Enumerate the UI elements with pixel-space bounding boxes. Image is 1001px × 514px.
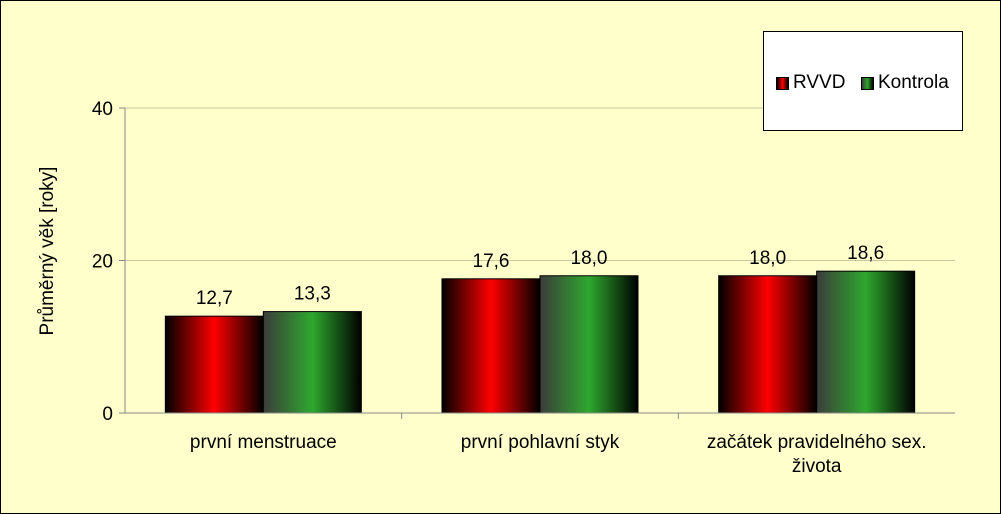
legend-item-rvvd: RVVD [776,72,845,94]
data-label: 12,7 [196,288,233,309]
legend-label-rvvd: RVVD [793,72,846,93]
data-label: 13,3 [294,284,331,305]
bar-rvvd [164,315,264,414]
y-tick-label: 0 [102,404,113,425]
legend-label-kontrola: Kontrola [878,72,949,93]
data-label: 18,6 [847,243,884,264]
x-tick-label: první pohlavní styk [461,432,620,453]
bar-kontrola [539,275,639,414]
legend: RVVD Kontrola [763,31,963,131]
bar-kontrola [262,311,362,414]
bar-kontrola [816,270,916,414]
data-label: 18,0 [571,248,608,269]
x-tick-label: první menstruace [190,432,337,453]
legend-item-kontrola: Kontrola [861,72,949,94]
data-label: 17,6 [473,251,510,272]
legend-swatch-rvvd [776,76,789,90]
y-tick-label: 40 [92,99,113,120]
y-tick-label: 20 [92,252,113,273]
x-tick-label: začátek pravidelného sex. života [707,432,927,477]
y-axis-label: Průměrný věk [roky] [37,167,58,336]
bar-rvvd [441,278,541,414]
legend-swatch-kontrola [861,76,874,90]
data-label: 18,0 [749,248,786,269]
bar-rvvd [718,275,818,414]
